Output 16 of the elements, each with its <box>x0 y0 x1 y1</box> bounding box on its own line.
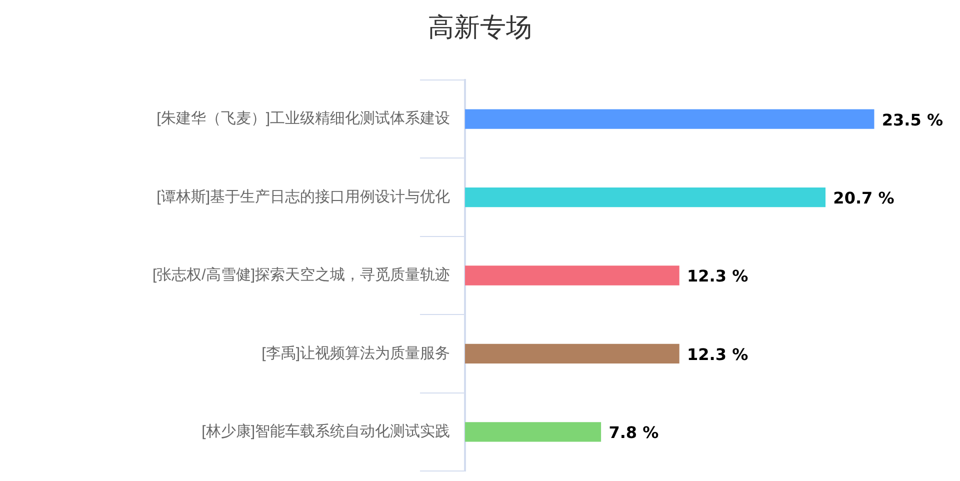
bar <box>465 187 826 208</box>
bar <box>465 266 680 286</box>
data-label: 12.3 % <box>687 266 748 286</box>
y-tick-label: [林少康]智能车载系统自动化测试实践 <box>202 423 450 440</box>
data-label: 7.8 % <box>608 423 659 442</box>
data-label: 12.3 % <box>687 344 748 364</box>
bar <box>465 109 874 129</box>
bar <box>465 422 602 442</box>
data-label: 20.7 % <box>833 188 894 208</box>
bar <box>465 344 680 364</box>
data-label: 23.5 % <box>882 110 943 130</box>
y-tick-label: [朱建华（飞麦）]工业级精细化测试体系建设 <box>156 110 450 128</box>
y-tick-label: [谭林斯]基于生产日志的接口用例设计与优化 <box>156 188 450 206</box>
y-tick-label: [李禹]让视频算法为质量服务 <box>262 344 450 362</box>
y-tick-label: [张志权/高雪健]探索天空之城，寻觅质量轨迹 <box>152 266 450 284</box>
chart-title: 高新专场 <box>427 12 533 45</box>
